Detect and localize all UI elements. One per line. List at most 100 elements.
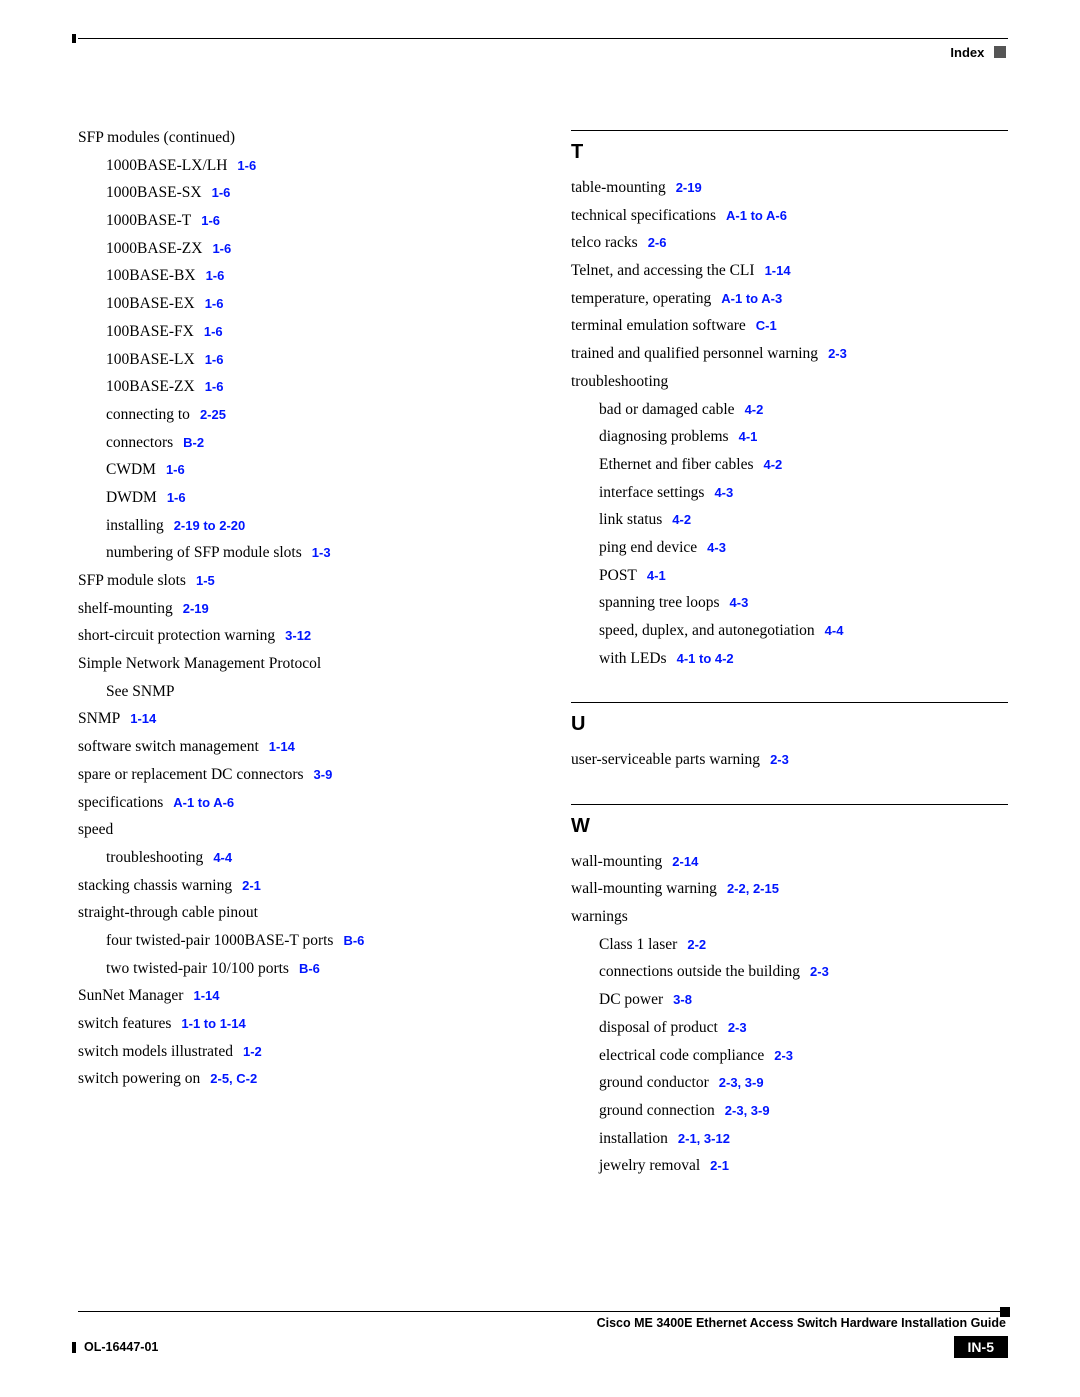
page-ref[interactable]: A-1 to A-3 <box>721 291 782 306</box>
page-ref[interactable]: 2-5, C-2 <box>210 1071 257 1086</box>
entry-text: SNMP <box>78 710 120 727</box>
entry-text: link status <box>599 511 662 528</box>
page-ref[interactable]: 3-8 <box>673 992 692 1007</box>
index-entry: Telnet, and accessing the CLI 1-14 <box>571 263 1008 279</box>
page-ref[interactable]: 1-6 <box>212 241 231 256</box>
page-ref[interactable]: 4-1 <box>739 429 758 444</box>
page-ref[interactable]: A-1 to A-6 <box>726 208 787 223</box>
page-ref[interactable]: 3-9 <box>314 767 333 782</box>
page-ref[interactable]: 3-12 <box>285 628 311 643</box>
entry-text: software switch management <box>78 738 259 755</box>
entry-text: numbering of SFP module slots <box>106 544 302 561</box>
page-ref[interactable]: A-1 to A-6 <box>173 795 234 810</box>
page-ref[interactable]: C-1 <box>756 318 777 333</box>
index-entry: POST4-1 <box>571 568 1008 584</box>
page-ref[interactable]: 4-1 <box>647 568 666 583</box>
page-ref[interactable]: 2-19 <box>183 601 209 616</box>
index-entry: 100BASE-ZX1-6 <box>78 379 515 395</box>
page-ref[interactable]: 2-14 <box>672 854 698 869</box>
page-ref[interactable]: 2-3 <box>810 964 829 979</box>
page-ref[interactable]: 1-6 <box>237 158 256 173</box>
left-column: SFP modules (continued) 1000BASE-LX/LH1-6… <box>78 130 515 1210</box>
page-ref[interactable]: 1-14 <box>765 263 791 278</box>
index-entry: SunNet Manager 1-14 <box>78 988 515 1004</box>
page-ref[interactable]: B-6 <box>299 961 320 976</box>
page-ref[interactable]: 2-1 <box>710 1158 729 1173</box>
index-entry: jewelry removal2-1 <box>571 1158 1008 1174</box>
page-ref[interactable]: 1-14 <box>269 739 295 754</box>
index-entry: ping end device4-3 <box>571 540 1008 556</box>
index-entry: 1000BASE-LX/LH1-6 <box>78 158 515 174</box>
index-entry: shelf-mounting2-19 <box>78 601 515 617</box>
page-ref[interactable]: 2-25 <box>200 407 226 422</box>
page-ref[interactable]: 2-3 <box>774 1048 793 1063</box>
page-ref[interactable]: B-2 <box>183 435 204 450</box>
entry-text: warnings <box>571 908 628 925</box>
entry-text: connections outside the building <box>599 963 800 980</box>
page-ref[interactable]: 1-6 <box>204 324 223 339</box>
page-ref[interactable]: 1-6 <box>212 185 231 200</box>
index-entry: electrical code compliance 2-3 <box>571 1048 1008 1064</box>
page-ref[interactable]: 1-6 <box>201 213 220 228</box>
page-ref[interactable]: 1-6 <box>205 296 224 311</box>
page-ref[interactable]: 1-14 <box>193 988 219 1003</box>
page-ref[interactable]: 2-3, 3-9 <box>719 1075 764 1090</box>
entry-text: troubleshooting <box>106 849 203 866</box>
page-ref[interactable]: 2-2, 2-15 <box>727 881 779 896</box>
page-ref[interactable]: 4-2 <box>764 457 783 472</box>
entry-text: Telnet, and accessing the CLI <box>571 262 755 279</box>
entry-text: SunNet Manager <box>78 987 183 1004</box>
entry-text: installation <box>599 1130 668 1147</box>
page-ref[interactable]: 2-3 <box>728 1020 747 1035</box>
page-ref[interactable]: 4-2 <box>745 402 764 417</box>
entry-text: 1000BASE-ZX <box>106 240 202 257</box>
entry-text: electrical code compliance <box>599 1047 764 1064</box>
page-ref[interactable]: 1-6 <box>205 379 224 394</box>
page-ref[interactable]: 2-19 to 2-20 <box>174 518 246 533</box>
page-ref[interactable]: 1-1 to 1-14 <box>181 1016 245 1031</box>
page-ref[interactable]: 4-3 <box>714 485 733 500</box>
page-ref[interactable]: 1-2 <box>243 1044 262 1059</box>
page-ref[interactable]: 2-3 <box>828 346 847 361</box>
page-ref[interactable]: 4-4 <box>213 850 232 865</box>
index-entry: speed, duplex, and autonegotiation4-4 <box>571 623 1008 639</box>
page-ref[interactable]: 2-3 <box>770 752 789 767</box>
index-entry: SNMP 1-14 <box>78 711 515 727</box>
entry-text: ground conductor <box>599 1074 709 1091</box>
entry-text: SFP modules (continued) <box>78 129 235 146</box>
page-ref[interactable]: 1-6 <box>166 462 185 477</box>
page-ref[interactable]: 2-6 <box>648 235 667 250</box>
index-entry: CWDM1-6 <box>78 462 515 478</box>
index-entry: numbering of SFP module slots 1-3 <box>78 545 515 561</box>
page-ref[interactable]: 4-3 <box>730 595 749 610</box>
section-rule <box>571 804 1008 805</box>
page-ref[interactable]: B-6 <box>343 933 364 948</box>
index-entry: interface settings4-3 <box>571 485 1008 501</box>
index-entry: with LEDs4-1 to 4-2 <box>571 651 1008 667</box>
page-ref[interactable]: 4-3 <box>707 540 726 555</box>
page-ref[interactable]: 2-2 <box>687 937 706 952</box>
entry-text: 1000BASE-T <box>106 212 191 229</box>
page-ref[interactable]: 2-1, 3-12 <box>678 1131 730 1146</box>
footer-docnum: OL-16447-01 <box>78 1340 158 1354</box>
index-entry: two twisted-pair 10/100 ports B-6 <box>78 961 515 977</box>
page-ref[interactable]: 4-4 <box>825 623 844 638</box>
entry-text: two twisted-pair 10/100 ports <box>106 960 289 977</box>
page-ref[interactable]: 2-19 <box>676 180 702 195</box>
index-entry: table-mounting2-19 <box>571 180 1008 196</box>
page-ref[interactable]: 1-5 <box>196 573 215 588</box>
index-entry: DWDM1-6 <box>78 490 515 506</box>
index-entry: telco racks2-6 <box>571 235 1008 251</box>
letter-block: Ttable-mounting2-19technical specificati… <box>571 130 1008 666</box>
entry-text: speed <box>78 821 113 838</box>
page-ref[interactable]: 1-6 <box>206 268 225 283</box>
page-ref[interactable]: 1-6 <box>205 352 224 367</box>
page-ref[interactable]: 1-14 <box>130 711 156 726</box>
page-ref[interactable]: 1-6 <box>167 490 186 505</box>
page-ref[interactable]: 4-1 to 4-2 <box>677 651 734 666</box>
page-ref[interactable]: 2-1 <box>242 878 261 893</box>
page-ref[interactable]: 4-2 <box>672 512 691 527</box>
section-rule <box>571 702 1008 703</box>
page-ref[interactable]: 2-3, 3-9 <box>725 1103 770 1118</box>
page-ref[interactable]: 1-3 <box>312 545 331 560</box>
